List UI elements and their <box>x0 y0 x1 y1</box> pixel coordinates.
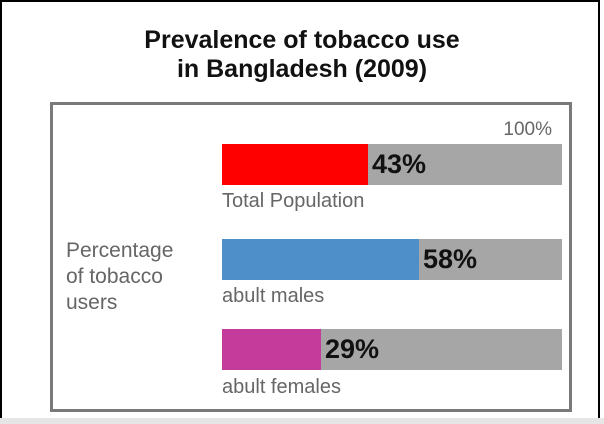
y-axis-label-line2: of tobacco <box>66 265 163 288</box>
bottom-strip <box>0 418 604 424</box>
category-label: Total Population <box>222 190 365 212</box>
chart-title-line2: in Bangladesh (2009) <box>176 55 428 83</box>
y-axis-label-line3: users <box>66 291 118 314</box>
bar-track: 29% <box>222 329 562 370</box>
y-axis-label: Percentage of tobacco users <box>66 238 173 316</box>
axis-max-label: 100% <box>503 119 552 140</box>
bar-value-label: 43% <box>372 149 427 179</box>
category-label: abult females <box>222 376 341 398</box>
category-label: abult males <box>222 285 325 307</box>
y-axis-label-line1: Percentage <box>66 239 174 262</box>
bar <box>222 144 368 185</box>
bar <box>222 329 321 370</box>
bar-value-label: 58% <box>423 244 478 274</box>
bar-track: 58% <box>222 239 562 280</box>
bar <box>222 239 419 280</box>
bar-track: 43% <box>222 144 562 185</box>
bar-value-label: 29% <box>325 334 380 364</box>
chart-title: Prevalence of tobacco use in Bangladesh … <box>2 26 602 84</box>
chart-title-line1: Prevalence of tobacco use <box>144 26 460 54</box>
